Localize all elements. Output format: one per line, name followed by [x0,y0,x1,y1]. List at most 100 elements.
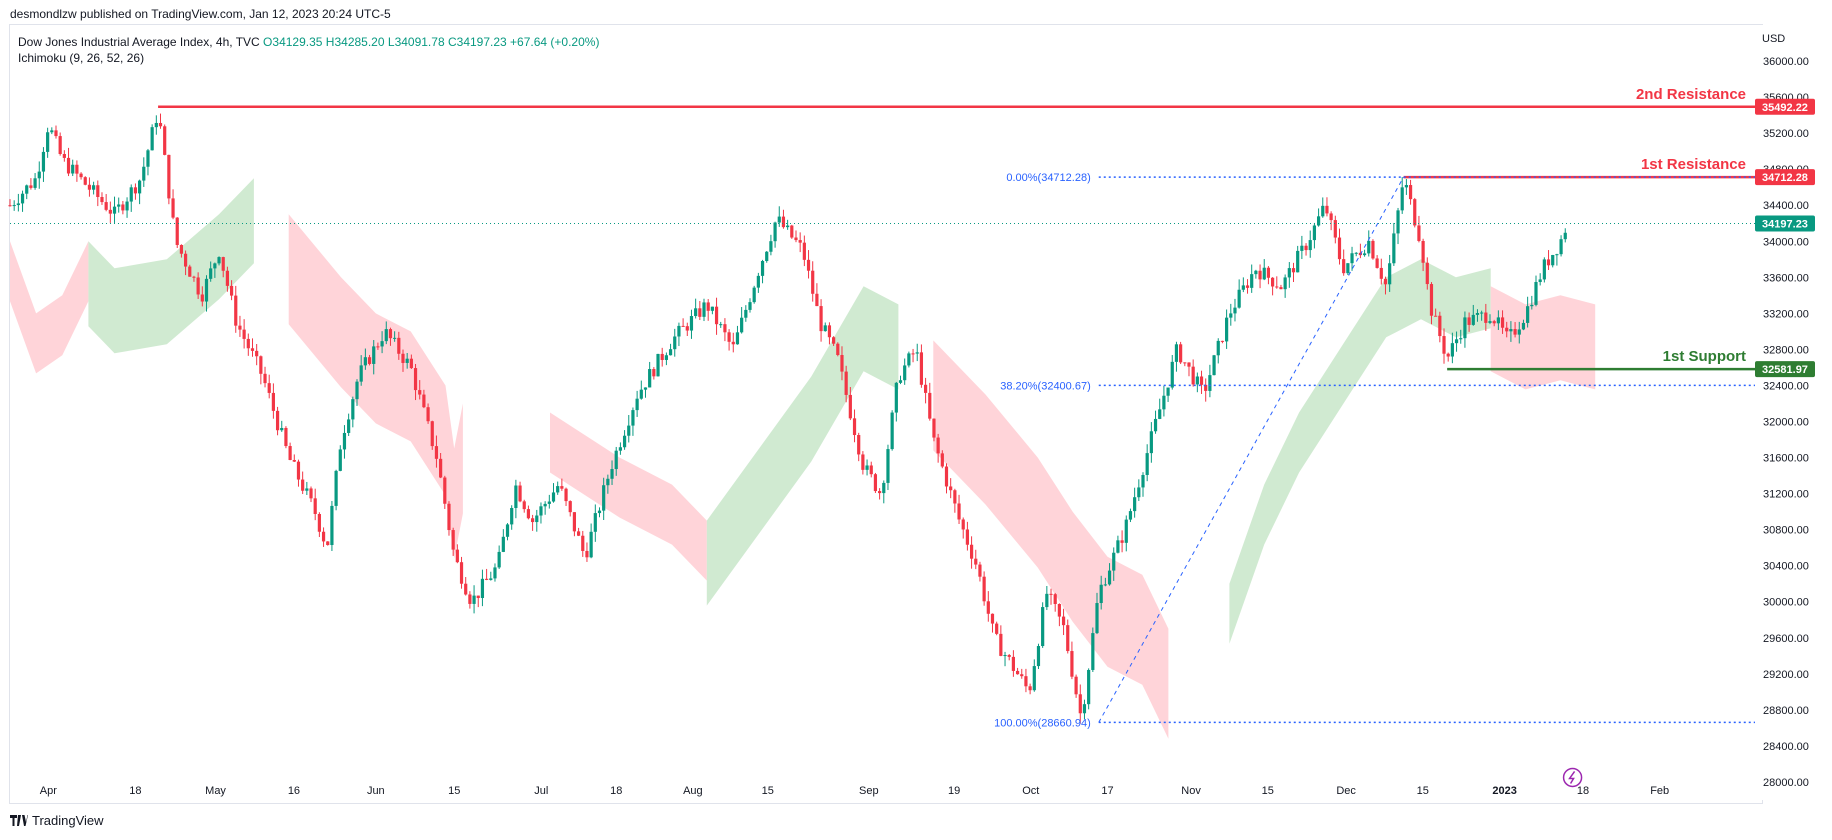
candle-up [405,358,409,363]
x-tick-label: 17 [1101,785,1113,797]
candle-up [472,595,476,604]
x-tick-label: 2023 [1492,785,1516,797]
candle-down [940,453,944,467]
low-value: 34091.78 [394,35,445,49]
y-tick-label: 33600.00 [1763,272,1809,284]
candle-down [250,348,255,351]
candle-up [1174,344,1179,362]
candle-up [1229,313,1233,318]
candle-down [87,184,92,190]
ichimoku-cloud-bull [88,178,254,354]
ohlc-values: O34129.35 H34285.20 L34091.78 C34197.23 … [263,35,599,49]
candle-up [748,302,752,310]
candle-down [163,126,167,155]
indicator-label[interactable]: Ichimoku (9, 26, 52, 26) [18,51,145,65]
candle-down [238,325,242,330]
candle-up [610,469,614,479]
candle-up [1137,487,1141,498]
candle-up [1095,603,1099,634]
candle-down [1342,259,1346,274]
x-tick-label: 15 [1262,785,1274,797]
candle-down [1446,353,1450,357]
candle-up [702,302,706,317]
low-label: L [387,35,395,49]
candle-down [844,371,848,395]
candle-down [1266,267,1271,278]
candle-down [1199,376,1204,385]
candle-down [832,337,836,344]
candle-down [974,558,978,565]
candle-up [915,352,919,354]
candle-up [154,122,158,128]
candle-up [146,150,150,167]
candle-down [108,209,112,214]
candle-up [334,470,338,506]
change-value: +67.64 (+0.20%) [510,35,600,49]
candle-down [1179,344,1183,363]
candle-up [342,432,347,450]
candle-down [790,225,794,238]
candle-down [781,216,786,228]
candle-down [292,459,296,462]
candle-down [815,293,819,307]
level-name-label: 1st Support [1663,348,1746,365]
candle-up [1471,314,1475,325]
candle-down [317,514,321,532]
candle-down [96,185,100,198]
candle-down [861,454,865,470]
candle-down [572,512,577,532]
candle-down [723,324,727,333]
x-tick-label: Dec [1336,785,1356,797]
ichimoku-cloud-bear [933,340,1169,739]
tradingview-brand[interactable]: TradingView [10,813,104,828]
candle-up [1450,343,1454,357]
y-tick-label: 32400.00 [1763,380,1809,392]
candle-down [246,338,250,349]
candle-up [673,336,677,350]
symbol-name[interactable]: Dow Jones Industrial Average Index, 4h, … [18,35,260,49]
candle-down [1245,285,1250,288]
candle-down [1279,287,1283,290]
candle-down [1505,327,1509,332]
candle-down [706,302,710,311]
candle-down [1425,262,1429,285]
ichimoku-cloud-bear [288,214,463,559]
candle-down [121,204,125,211]
candle-up [1162,395,1166,410]
candle-up [1296,250,1300,273]
candle-down [229,285,234,296]
x-tick-label: Jun [367,785,385,797]
y-tick-label: 31600.00 [1763,453,1809,465]
candle-down [443,477,447,504]
candle-up [1091,633,1095,670]
candle-down [1191,366,1195,385]
y-tick-label: 29200.00 [1763,669,1809,681]
candle-up [1551,254,1555,266]
candle-down [982,576,986,602]
candle-down [263,373,267,384]
candle-up [355,381,359,400]
candle-up [1463,317,1467,339]
candle-up [648,369,652,388]
candle-down [459,562,464,584]
candle-up [1362,253,1367,256]
candle-down [1408,185,1413,200]
x-tick-label: 18 [1577,785,1589,797]
candle-up [1112,552,1116,571]
candle-up [606,478,610,486]
candle-down [439,458,443,478]
candle-up [756,275,760,288]
candle-up [514,485,518,509]
candle-down [1078,694,1082,714]
candle-down [526,509,531,519]
candle-down [1275,286,1279,288]
candle-up [1534,281,1538,305]
candle-up [744,309,748,318]
candle-up [1225,317,1229,342]
price-axis [1755,25,1832,800]
candle-up [363,357,367,366]
candle-down [1413,199,1417,226]
candle-up [1216,340,1220,356]
candle-up [1250,274,1254,288]
